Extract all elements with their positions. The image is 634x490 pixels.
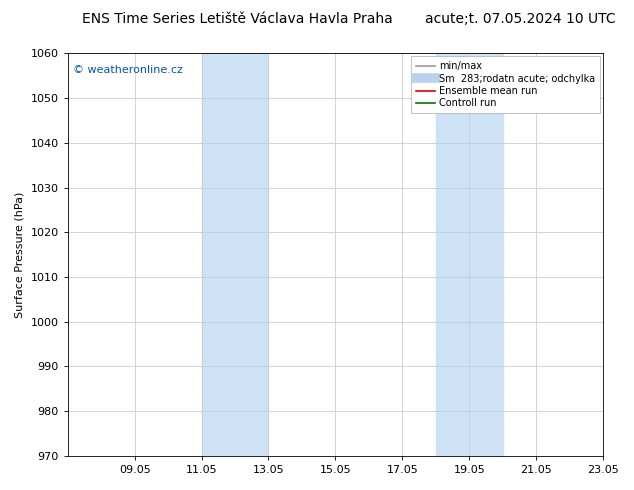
Text: ENS Time Series Letiště Václava Havla Praha: ENS Time Series Letiště Václava Havla Pr…	[82, 12, 393, 26]
Bar	[436, 53, 503, 456]
Text: acute;t. 07.05.2024 10 UTC: acute;t. 07.05.2024 10 UTC	[425, 12, 616, 26]
Legend: min/max, Sm  283;rodatn acute; odchylka, Ensemble mean run, Controll run: min/max, Sm 283;rodatn acute; odchylka, …	[411, 56, 600, 113]
Text: © weatheronline.cz: © weatheronline.cz	[73, 65, 183, 75]
Y-axis label: Surface Pressure (hPa): Surface Pressure (hPa)	[15, 192, 25, 318]
Bar	[202, 53, 268, 456]
